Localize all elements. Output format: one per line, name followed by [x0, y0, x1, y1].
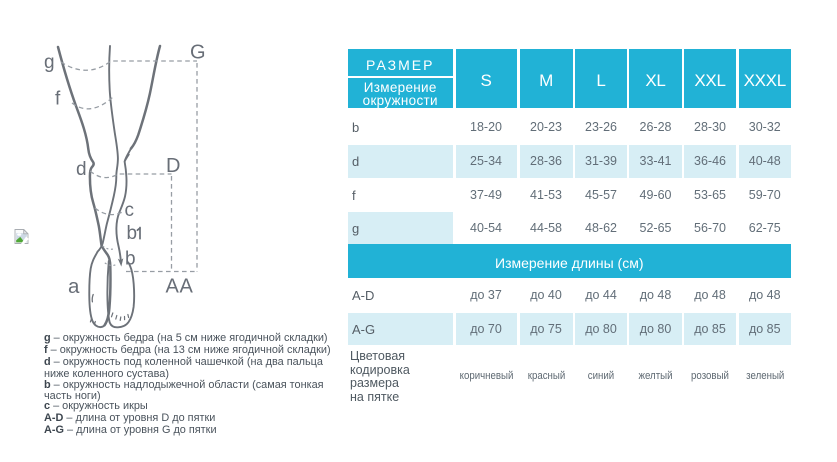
svg-text:c: c: [125, 200, 135, 221]
svg-text:AA: AA: [166, 275, 194, 297]
svg-text:b: b: [125, 249, 136, 270]
svg-text:f: f: [55, 89, 61, 110]
svg-text:d: d: [76, 159, 87, 180]
svg-text:b: b: [127, 223, 138, 244]
svg-text:a: a: [68, 275, 80, 298]
svg-text:D: D: [166, 155, 180, 177]
svg-text:G: G: [190, 42, 206, 64]
svg-text:g: g: [44, 52, 55, 73]
